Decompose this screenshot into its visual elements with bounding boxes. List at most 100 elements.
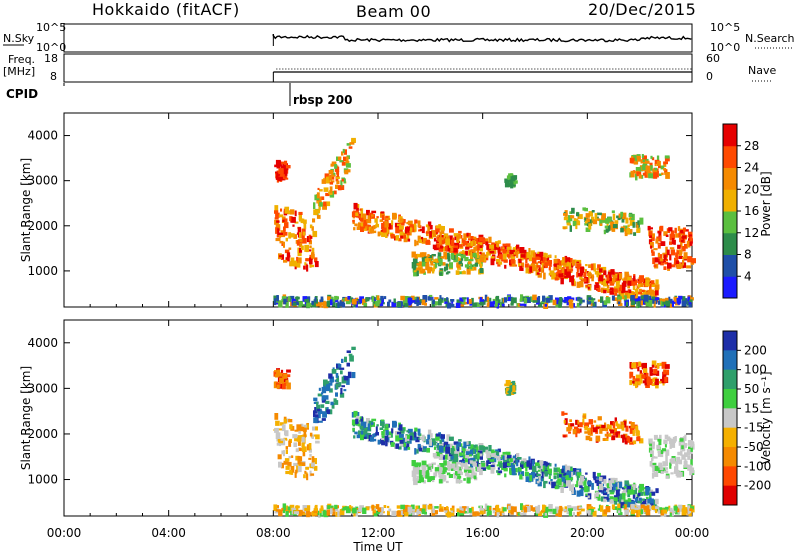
velocity-cell xyxy=(421,465,427,472)
velocity-cell xyxy=(377,439,381,445)
velocity-cell xyxy=(340,370,343,375)
power-cell xyxy=(497,262,501,267)
power-cell xyxy=(635,291,639,299)
power-cell xyxy=(627,285,631,289)
velocity-cell xyxy=(517,457,522,460)
power-cell xyxy=(512,247,516,252)
velocity-cell xyxy=(641,508,646,514)
power-cell xyxy=(439,231,442,236)
power-cell xyxy=(665,246,668,253)
velocity-cell xyxy=(670,438,675,446)
velocity-cell xyxy=(338,382,342,387)
power-cell xyxy=(544,262,548,267)
power-cell xyxy=(456,235,459,241)
power-cell xyxy=(554,277,559,281)
velocity-cell xyxy=(384,425,389,431)
velocity-cell xyxy=(409,432,415,436)
velocity-cell xyxy=(454,471,457,476)
power-cell xyxy=(330,174,335,180)
velocity-cell xyxy=(456,508,460,513)
velocity-cell xyxy=(283,418,288,424)
velocity-cell xyxy=(285,450,288,454)
velocity-cell xyxy=(537,465,541,469)
velocity-cell xyxy=(587,495,590,499)
power-cell xyxy=(612,275,616,282)
power-cell xyxy=(566,222,570,226)
velocity-cell xyxy=(643,368,648,373)
power-cell xyxy=(336,156,340,161)
power-cell xyxy=(342,148,345,154)
power-cell xyxy=(664,169,667,173)
power-cell xyxy=(489,297,492,302)
power-cell xyxy=(681,300,687,307)
power-cell xyxy=(456,233,461,239)
velocity-cell xyxy=(601,424,606,431)
power-cell xyxy=(576,302,580,308)
power-cell xyxy=(658,254,663,259)
velocity-cell xyxy=(283,450,285,457)
velocity-y-axis-label: Slant Range [km] xyxy=(19,366,33,470)
power-cell xyxy=(288,255,291,258)
velocity-cell xyxy=(560,485,565,488)
velocity-cell xyxy=(635,504,639,510)
power-cell xyxy=(283,241,285,248)
velocity-cell xyxy=(492,509,495,514)
velocity-cell xyxy=(548,475,551,479)
power-cell xyxy=(667,262,672,269)
velocity-cell xyxy=(521,462,524,469)
velocity-cell xyxy=(596,476,600,479)
power-cell xyxy=(448,262,453,269)
power-cell xyxy=(618,289,624,296)
power-cell xyxy=(320,296,324,303)
velocity-cell xyxy=(465,455,470,459)
power-cell xyxy=(430,267,435,272)
power-cell xyxy=(447,302,452,309)
velocity-cell xyxy=(373,507,377,512)
power-cell xyxy=(276,295,279,302)
velocity-cell xyxy=(609,496,614,500)
power-cell xyxy=(473,236,477,240)
power-cell xyxy=(466,234,471,238)
power-cell xyxy=(447,252,450,260)
velocity-cell xyxy=(294,429,299,432)
velocity-cell xyxy=(637,492,641,497)
velocity-cell xyxy=(429,467,433,472)
velocity-cell xyxy=(298,428,301,434)
power-cell xyxy=(510,259,515,264)
velocity-cell xyxy=(416,470,420,475)
velocity-cell xyxy=(501,512,505,516)
velocity-cell xyxy=(635,378,640,382)
velocity-cell xyxy=(334,400,339,405)
velocity-cell xyxy=(605,427,609,432)
power-cell xyxy=(537,261,541,264)
velocity-cell xyxy=(655,488,659,494)
power-cell xyxy=(584,223,589,226)
power-y-tick-label: 4000 xyxy=(27,129,58,143)
power-cell xyxy=(620,227,624,233)
power-cell xyxy=(673,296,678,302)
power-cell xyxy=(625,301,629,306)
power-cell xyxy=(316,209,321,214)
velocity-cell xyxy=(652,445,655,450)
velocity-cell xyxy=(618,498,624,505)
power-cell xyxy=(367,215,370,223)
velocity-cell xyxy=(541,471,544,479)
velocity-cell xyxy=(313,401,318,404)
velocity-cell xyxy=(579,511,582,515)
velocity-cell xyxy=(276,384,280,389)
power-cell xyxy=(610,277,614,285)
power-cell xyxy=(337,301,340,308)
velocity-cell xyxy=(587,430,591,436)
velocity-cell xyxy=(538,511,543,517)
velocity-cell xyxy=(318,511,321,518)
power-cell xyxy=(434,261,438,268)
velocity-cell xyxy=(502,451,507,455)
velocity-cell xyxy=(344,506,350,510)
velocity-cell xyxy=(379,512,382,516)
velocity-cell xyxy=(658,509,661,514)
power-cell xyxy=(662,298,666,302)
velocity-cell xyxy=(322,509,326,517)
power-cell xyxy=(275,238,281,242)
power-cell xyxy=(312,218,316,223)
